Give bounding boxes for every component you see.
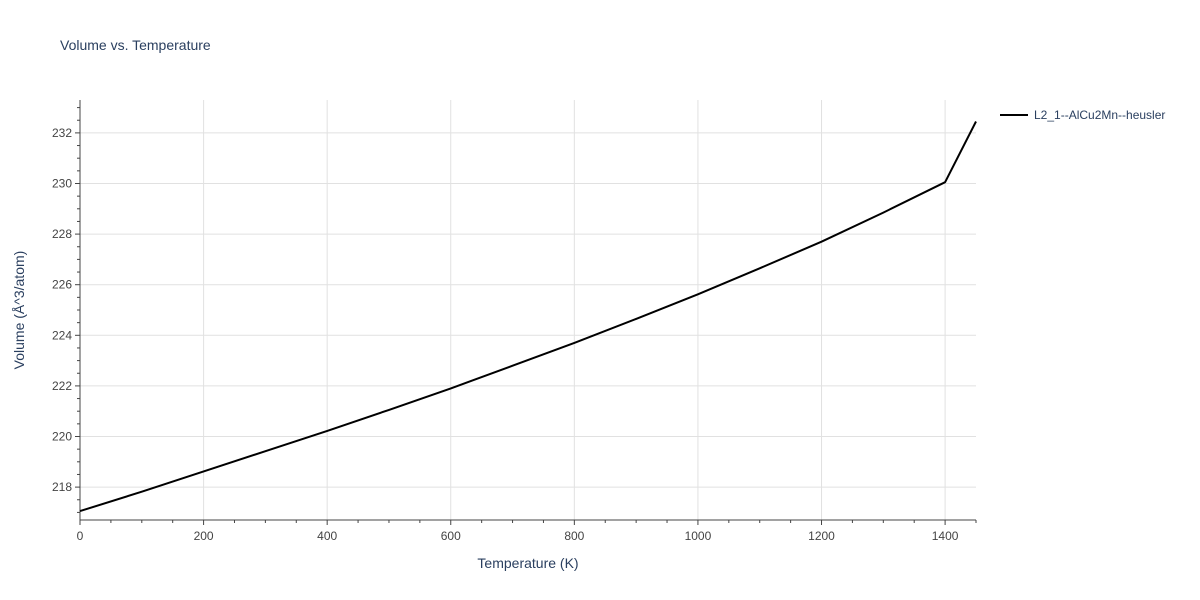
- legend-label: L2_1--AlCu2Mn--heusler: [1034, 108, 1165, 122]
- x-tick-label: 400: [317, 529, 337, 543]
- x-tick-label: 600: [441, 529, 461, 543]
- x-axis-ticks: 0 200 400 600 800 1000 1200 1400: [77, 520, 977, 543]
- y-tick-label: 226: [52, 278, 72, 292]
- y-tick-label: 232: [52, 126, 72, 140]
- y-tick-label: 224: [52, 328, 72, 342]
- series-layer: [79, 121, 977, 513]
- legend[interactable]: L2_1--AlCu2Mn--heusler: [1000, 108, 1165, 122]
- y-tick-label: 222: [52, 379, 72, 393]
- series-line[interactable]: [79, 121, 977, 513]
- x-tick-label: 1400: [932, 529, 959, 543]
- x-tick-label: 1000: [685, 529, 712, 543]
- x-tick-label: 1200: [808, 529, 835, 543]
- y-tick-label: 218: [52, 480, 72, 494]
- x-axis-title: Temperature (K): [477, 555, 578, 571]
- y-axis-ticks: 218 220 222 224 226 228 230 232: [52, 107, 80, 513]
- x-tick-label: 200: [194, 529, 214, 543]
- x-tick-label: 800: [564, 529, 584, 543]
- x-tick-label: 0: [77, 529, 84, 543]
- chart-title: Volume vs. Temperature: [60, 37, 211, 53]
- axes: [79, 100, 976, 521]
- y-tick-label: 230: [52, 176, 72, 190]
- y-tick-label: 220: [52, 430, 72, 444]
- grid-lines: [80, 100, 976, 520]
- y-tick-label: 228: [52, 227, 72, 241]
- y-axis-title: Volume (Å^3/atom): [11, 251, 27, 370]
